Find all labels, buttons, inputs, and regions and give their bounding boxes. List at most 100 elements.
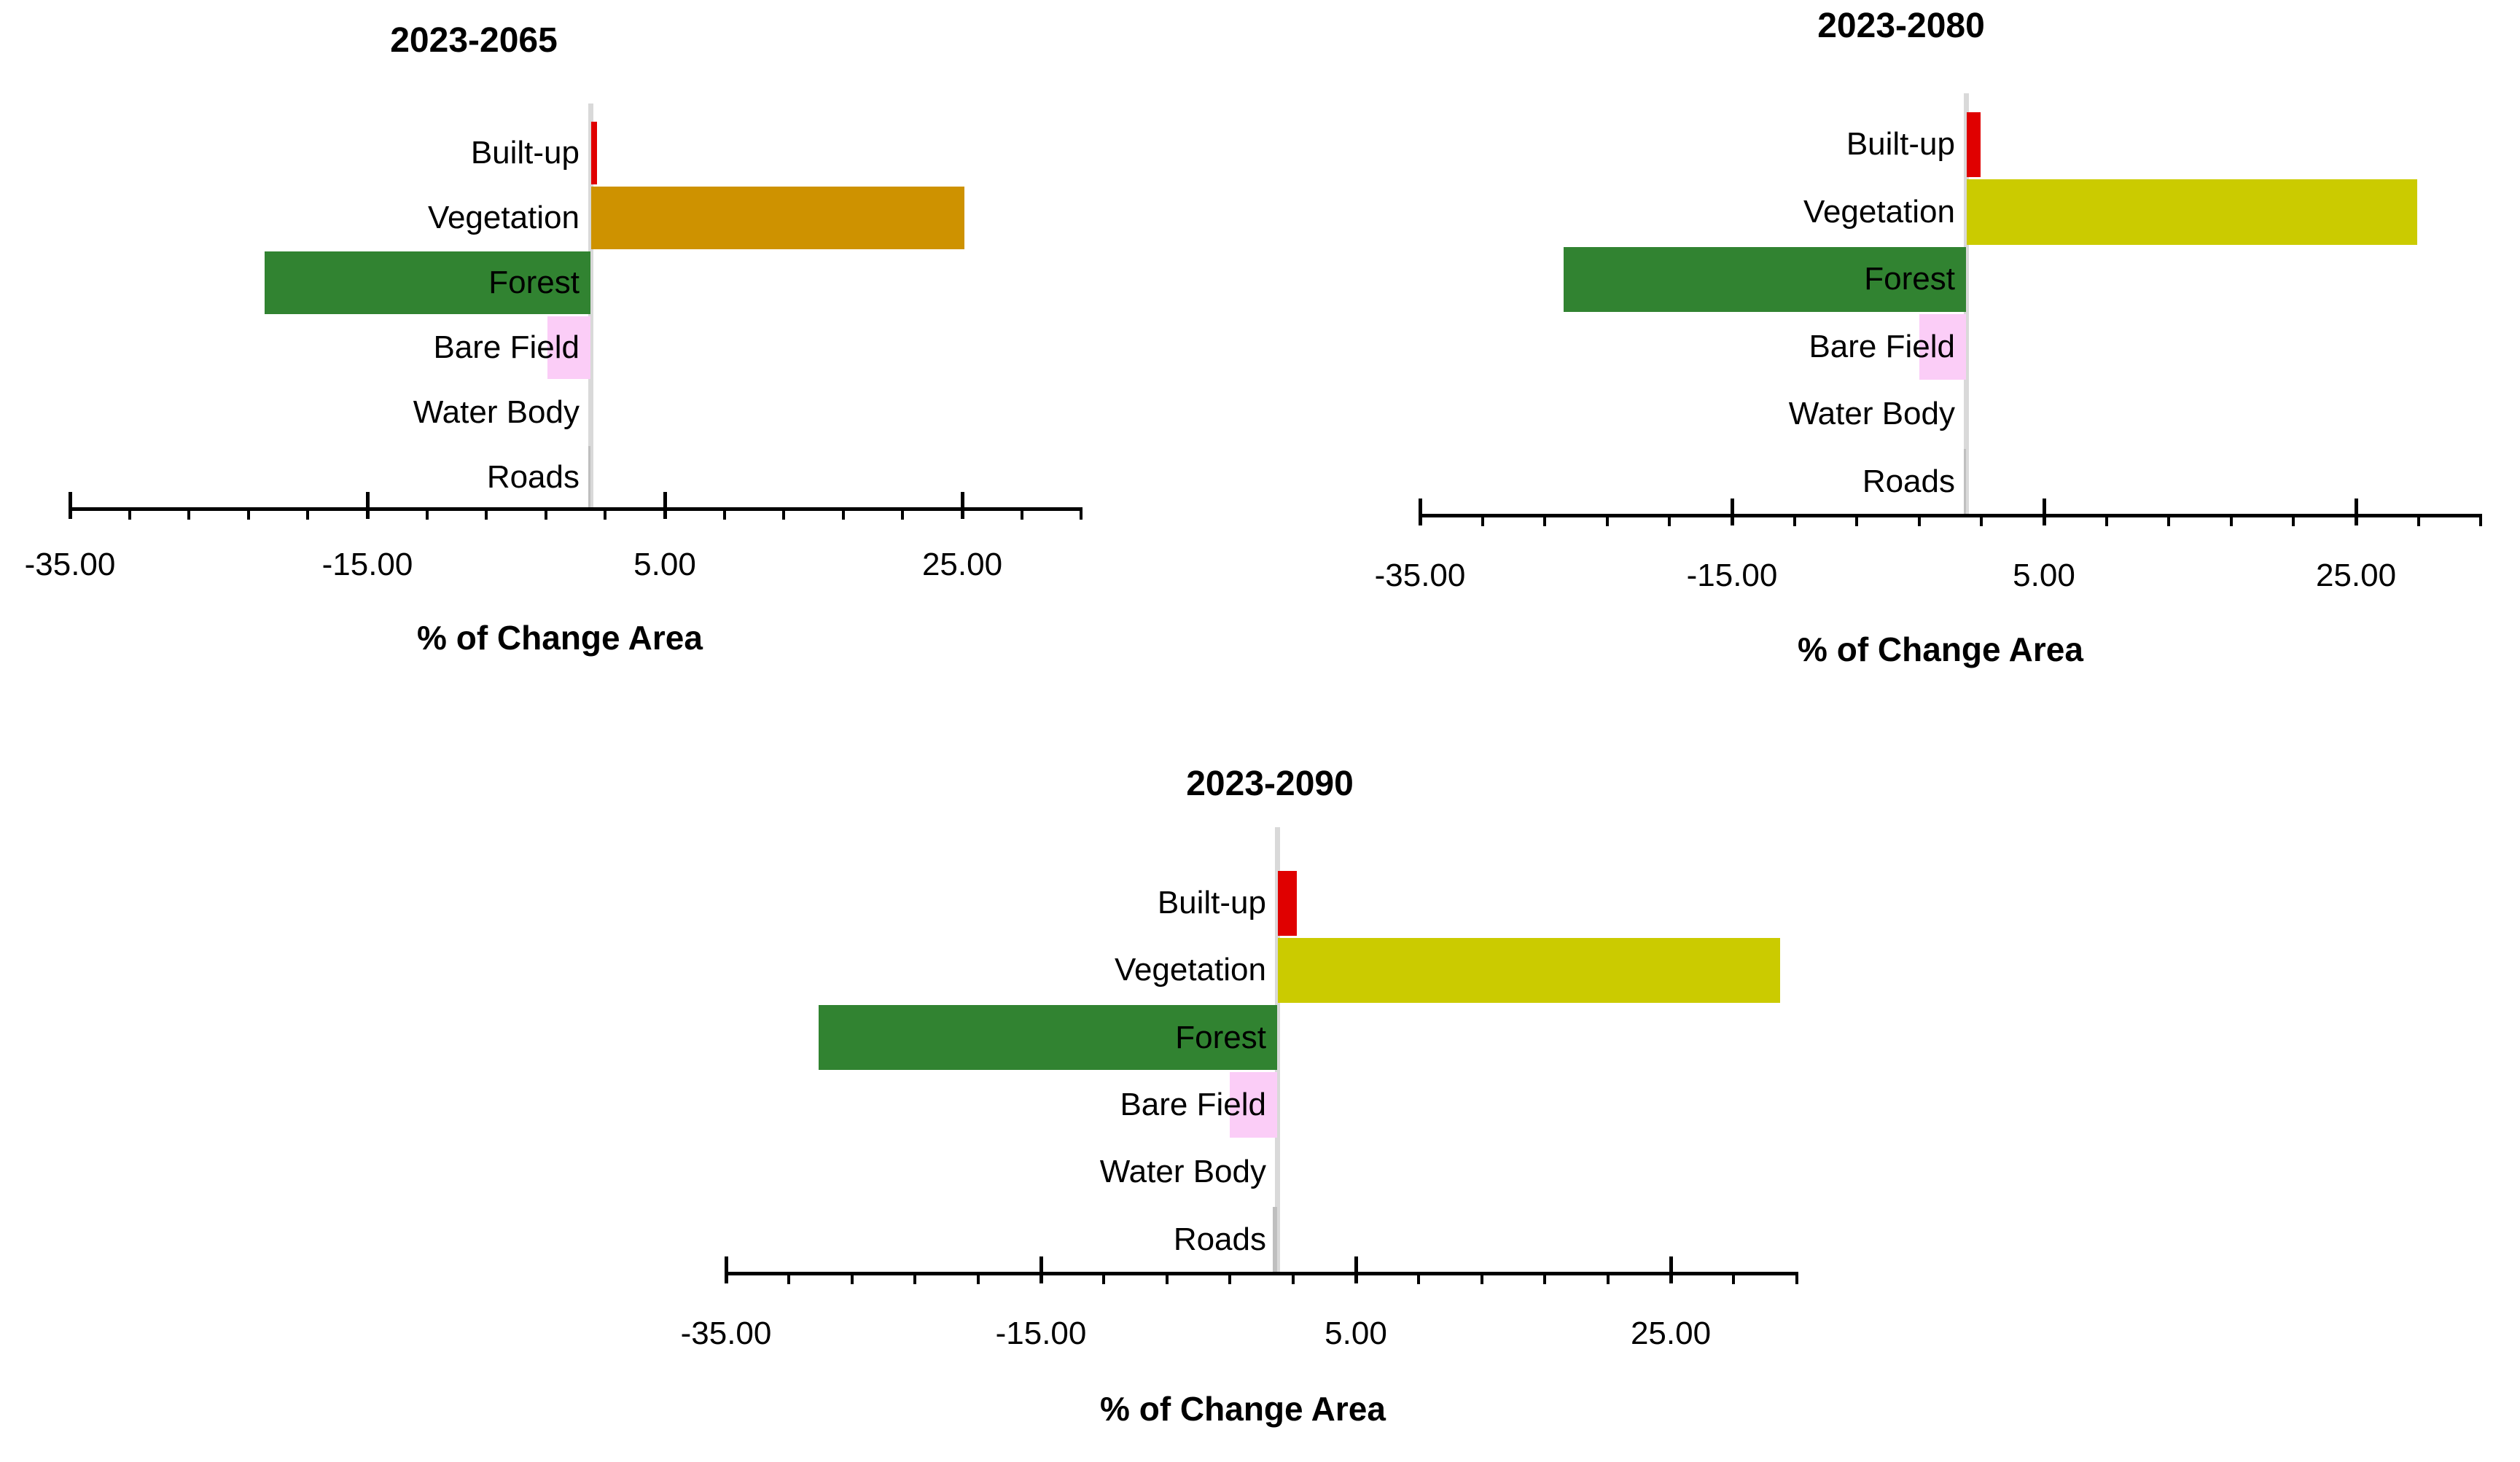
x-axis-tick-label: -35.00 — [680, 1316, 772, 1351]
bar-vegetation — [591, 186, 965, 249]
x-axis-minor-tick — [2416, 515, 2420, 526]
category-label-bare-field: Bare Field — [433, 329, 580, 365]
bar-forest — [265, 251, 590, 314]
bar-roads — [1272, 1207, 1277, 1273]
x-axis-major-tick — [663, 492, 667, 519]
x-axis-minor-tick — [1605, 515, 1609, 526]
x-axis-tick-label: 25.00 — [921, 547, 1003, 582]
x-axis-major-tick — [68, 492, 72, 519]
x-axis-minor-tick — [722, 509, 726, 520]
x-axis-minor-tick — [2479, 515, 2483, 526]
category-label-forest: Forest — [488, 264, 580, 300]
x-axis-minor-tick — [1480, 1273, 1483, 1284]
x-axis-minor-tick — [841, 509, 845, 520]
x-axis-minor-tick — [1543, 515, 1547, 526]
x-axis-minor-tick — [1080, 509, 1083, 520]
category-label-bare-field: Bare Field — [1809, 328, 1955, 364]
category-label-vegetation: Vegetation — [1803, 193, 1955, 230]
x-axis-title-chart-3: % of Change Area — [1100, 1390, 1386, 1428]
x-axis-tick-label: -35.00 — [24, 547, 116, 582]
x-axis-major-tick — [724, 1256, 728, 1283]
x-axis-major-tick — [1354, 1256, 1358, 1283]
x-axis-minor-tick — [246, 509, 250, 520]
x-axis-minor-tick — [850, 1273, 854, 1284]
bar-vegetation — [1278, 937, 1781, 1004]
x-axis-minor-tick — [1020, 509, 1023, 520]
x-axis-major-tick — [1730, 499, 1734, 525]
zero-gridline — [1964, 93, 1969, 515]
x-axis-major-tick — [2354, 499, 2358, 525]
x-axis-minor-tick — [1481, 515, 1484, 526]
category-label-built-up: Built-up — [470, 134, 580, 171]
x-axis-minor-tick — [604, 509, 607, 520]
x-axis-minor-tick — [2167, 515, 2171, 526]
x-axis-minor-tick — [485, 509, 488, 520]
bar-built-up — [1967, 112, 1981, 177]
x-axis-minor-tick — [1855, 515, 1859, 526]
x-axis-minor-tick — [1165, 1273, 1169, 1284]
x-axis-minor-tick — [976, 1273, 980, 1284]
x-axis-minor-tick — [2229, 515, 2233, 526]
x-axis-minor-tick — [1917, 515, 1921, 526]
category-label-roads: Roads — [1862, 463, 1955, 499]
bar-built-up — [1278, 870, 1297, 936]
x-axis-minor-tick — [1980, 515, 1983, 526]
x-axis-line — [725, 1271, 1798, 1275]
x-axis-minor-tick — [187, 509, 191, 520]
x-axis-minor-tick — [1228, 1273, 1232, 1284]
x-axis-tick-label: -15.00 — [995, 1316, 1087, 1351]
category-label-roads: Roads — [1173, 1221, 1266, 1257]
category-label-vegetation: Vegetation — [428, 199, 580, 235]
category-label-forest: Forest — [1864, 261, 1955, 297]
x-axis-major-tick — [1418, 499, 1422, 525]
category-label-vegetation: Vegetation — [1115, 952, 1266, 988]
x-axis-minor-tick — [425, 509, 429, 520]
x-axis-major-tick — [365, 492, 370, 519]
x-axis-title-chart-1: % of Change Area — [417, 619, 703, 657]
x-axis-tick-label: -15.00 — [321, 547, 413, 582]
x-axis-tick-label: 25.00 — [2315, 558, 2397, 593]
category-label-forest: Forest — [1175, 1019, 1266, 1055]
bar-roads — [1963, 449, 1966, 515]
zero-gridline — [588, 103, 593, 509]
category-label-built-up: Built-up — [1157, 885, 1266, 921]
x-axis-minor-tick — [1291, 1273, 1295, 1284]
x-axis-tick-label: 5.00 — [2013, 558, 2075, 593]
x-axis-minor-tick — [1417, 1273, 1421, 1284]
x-axis-tick-label: -15.00 — [1686, 558, 1778, 593]
zero-gridline — [1275, 827, 1280, 1273]
bar-bare-field — [1230, 1072, 1277, 1138]
bar-forest — [819, 1005, 1277, 1071]
x-axis-minor-tick — [1102, 1273, 1106, 1284]
bar-bare-field — [1919, 314, 1966, 380]
bar-built-up — [591, 121, 598, 184]
x-axis-line — [69, 507, 1083, 511]
category-label-built-up: Built-up — [1846, 126, 1955, 163]
chart-title-2023-2090: 2023-2090 — [1186, 765, 1354, 803]
bar-roads — [588, 445, 590, 509]
x-axis-tick-label: -35.00 — [1374, 558, 1466, 593]
x-axis-minor-tick — [1668, 515, 1671, 526]
x-axis-minor-tick — [1793, 515, 1796, 526]
category-label-roads: Roads — [486, 458, 580, 495]
x-axis-minor-tick — [128, 509, 131, 520]
x-axis-tick-label: 5.00 — [633, 547, 696, 582]
bar-forest — [1563, 246, 1966, 312]
category-label-water-body: Water Body — [413, 394, 580, 430]
x-axis-minor-tick — [2292, 515, 2295, 526]
bar-bare-field — [547, 316, 590, 379]
x-axis-minor-tick — [2104, 515, 2108, 526]
category-label-water-body: Water Body — [1099, 1154, 1266, 1190]
x-axis-minor-tick — [913, 1273, 917, 1284]
x-axis-major-tick — [2042, 499, 2046, 525]
x-axis-minor-tick — [901, 509, 905, 520]
bar-vegetation — [1967, 179, 2418, 245]
category-label-bare-field: Bare Field — [1120, 1087, 1266, 1123]
x-axis-title-chart-2: % of Change Area — [1798, 630, 2083, 668]
x-axis-minor-tick — [1732, 1273, 1736, 1284]
x-axis-major-tick — [1669, 1256, 1673, 1283]
x-axis-minor-tick — [1543, 1273, 1547, 1284]
chart-title-2023-2065: 2023-2065 — [390, 21, 558, 60]
x-axis-tick-label: 5.00 — [1325, 1316, 1387, 1351]
